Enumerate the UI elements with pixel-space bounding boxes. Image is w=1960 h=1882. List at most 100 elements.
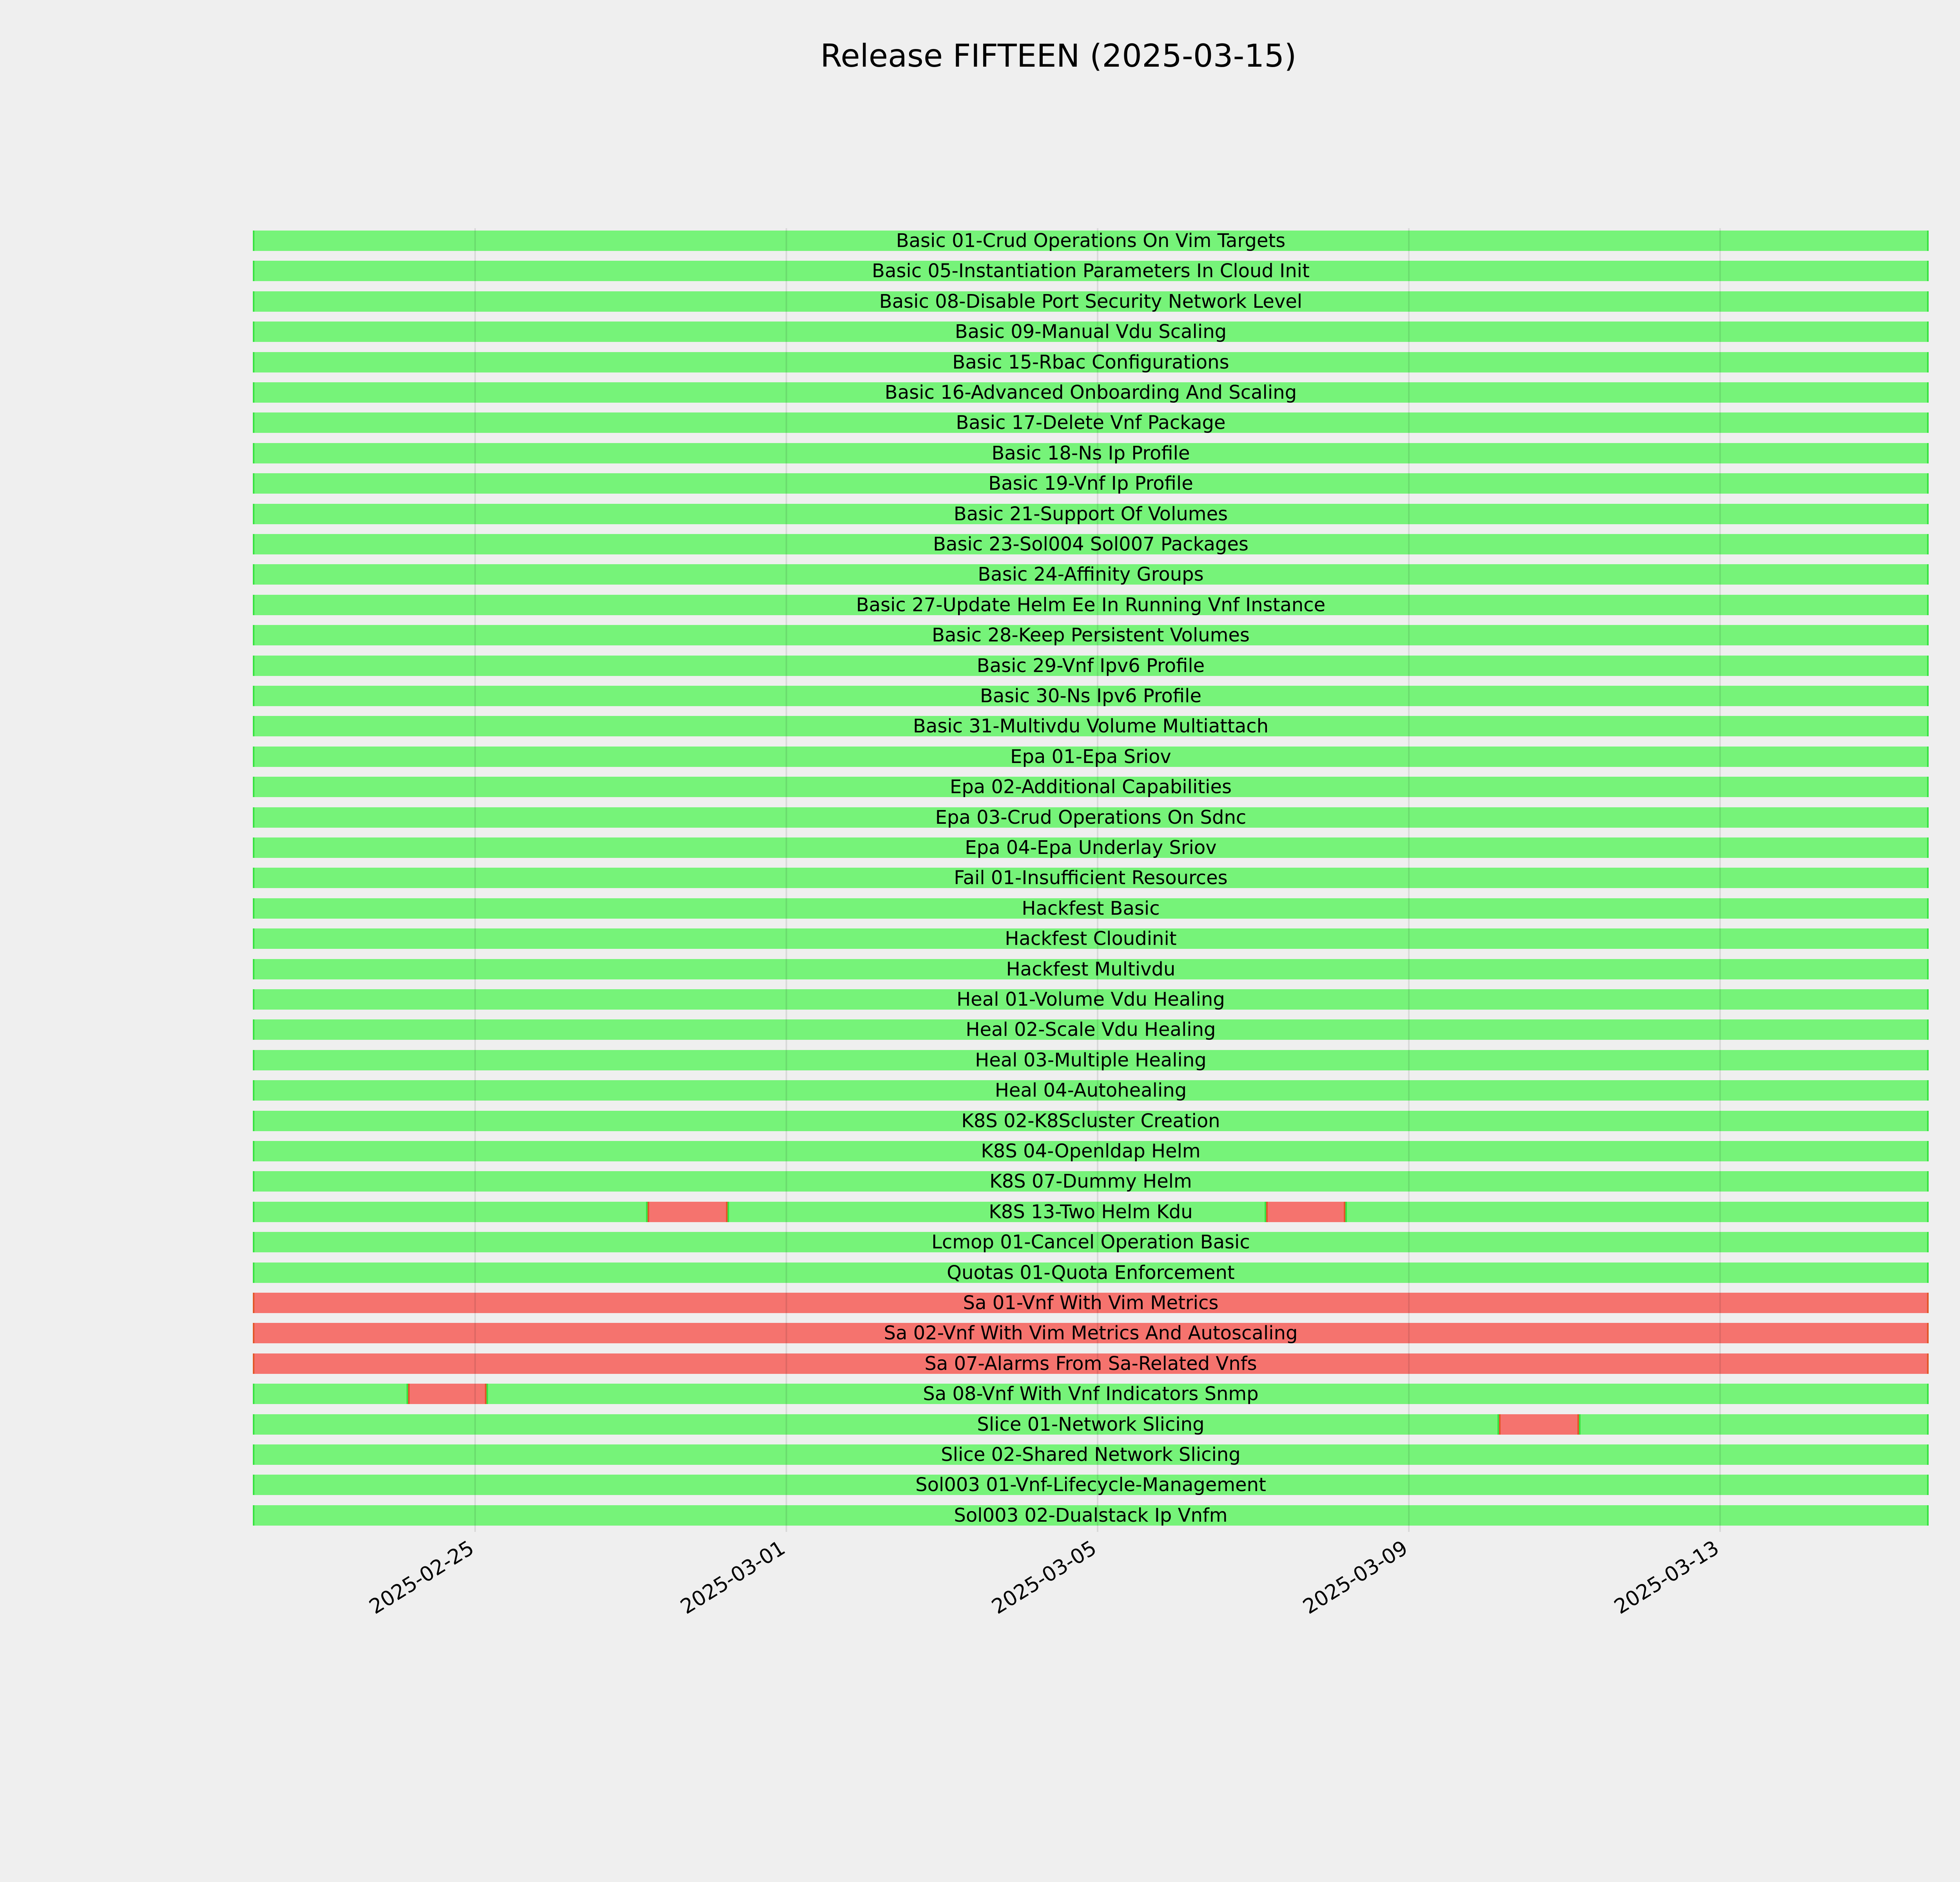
task-label: Heal 03-Multiple Healing: [975, 1049, 1207, 1071]
task-segment-fail: [408, 1384, 486, 1404]
task-segment-pass: [253, 746, 1929, 767]
task-label: Epa 04-Epa Underlay Sriov: [965, 837, 1217, 859]
task-segment-pass: [253, 1475, 1929, 1495]
task-label: Sa 07-Alarms From Sa-Related Vnfs: [924, 1352, 1257, 1375]
task-segment-pass: [253, 837, 1929, 858]
task-segment-pass: [253, 534, 1929, 554]
chart-title: Release FIFTEEN (2025-03-15): [820, 38, 1297, 74]
task-row: Sa 01-Vnf With Vim Metrics: [253, 1293, 1929, 1313]
task-row: Basic 21-Support Of Volumes: [253, 503, 1929, 525]
task-row: K8S 02-K8Scluster Creation: [253, 1110, 1929, 1131]
task-row: Basic 31-Multivdu Volume Multiattach: [253, 715, 1929, 738]
task-segment-pass: [253, 898, 1929, 919]
task-row: Sa 02-Vnf With Vim Metrics And Autoscali…: [253, 1322, 1929, 1344]
task-segment-pass: [253, 1141, 1929, 1161]
task-label: Basic 01-Crud Operations On Vim Targets: [896, 230, 1286, 252]
task-row: Sol003 01-Vnf-Lifecycle-Management: [253, 1475, 1929, 1495]
task-segment-pass: [253, 1080, 1929, 1101]
plot-area: Basic 01-Crud Operations On Vim Targets B…: [253, 228, 1929, 1532]
task-segment-pass: [253, 443, 1929, 463]
task-label: Fail 01-Insufficient Resources: [954, 867, 1228, 889]
gridline: [1719, 228, 1721, 1532]
task-segment-pass: [728, 1201, 1267, 1222]
task-row: Lcmop 01-Cancel Operation Basic: [253, 1231, 1929, 1253]
x-tick-label: 2025-02-25: [365, 1536, 478, 1619]
task-segment-pass: [253, 1201, 648, 1222]
task-label: Basic 23-Sol004 Sol007 Packages: [933, 533, 1249, 555]
task-row: Basic 27-Update Helm Ee In Running Vnf I…: [253, 594, 1929, 616]
task-label: Heal 01-Volume Vdu Healing: [956, 988, 1225, 1010]
task-row: Basic 23-Sol004 Sol007 Packages: [253, 533, 1929, 555]
task-row: Heal 02-Scale Vdu Healing: [253, 1019, 1929, 1040]
task-segment-pass: [253, 1444, 1929, 1465]
gridline: [786, 228, 788, 1532]
task-row: Basic 09-Manual Vdu Scaling: [253, 322, 1929, 342]
task-row: K8S 04-Openldap Helm: [253, 1140, 1929, 1162]
task-label: Slice 02-Shared Network Slicing: [941, 1444, 1241, 1466]
task-segment-pass: [253, 564, 1929, 585]
task-row: Epa 03-Crud Operations On Sdnc: [253, 807, 1929, 828]
task-segment-pass: [253, 807, 1929, 828]
task-label: Basic 18-Ns Ip Profile: [991, 442, 1190, 464]
task-segment-fail: [253, 1293, 1929, 1313]
gridline: [1408, 228, 1410, 1532]
task-label: Basic 08-Disable Port Security Network L…: [879, 290, 1303, 312]
task-row: Basic 17-Delete Vnf Package: [253, 412, 1929, 433]
task-label: K8S 07-Dummy Helm: [989, 1170, 1192, 1193]
task-row: Slice 02-Shared Network Slicing: [253, 1444, 1929, 1465]
task-row: K8S 13-Two Helm Kdu: [253, 1201, 1929, 1223]
task-row: Basic 16-Advanced Onboarding And Scaling: [253, 382, 1929, 403]
task-segment-pass: [253, 1050, 1929, 1070]
task-row: Basic 18-Ns Ip Profile: [253, 443, 1929, 463]
task-segment-pass: [253, 1262, 1929, 1283]
task-label: K8S 04-Openldap Helm: [981, 1140, 1201, 1162]
task-segment-pass: [253, 261, 1929, 282]
task-row: Basic 08-Disable Port Security Network L…: [253, 291, 1929, 312]
task-label: K8S 13-Two Helm Kdu: [989, 1201, 1193, 1223]
task-label: Sa 02-Vnf With Vim Metrics And Autoscali…: [884, 1322, 1298, 1344]
task-label: Hackfest Basic: [1022, 897, 1160, 919]
task-row: Basic 15-Rbac Configurations: [253, 352, 1929, 372]
task-label: Basic 24-Affinity Groups: [978, 563, 1204, 586]
task-segment-pass: [253, 503, 1929, 524]
task-segment-pass: [253, 655, 1929, 676]
task-segment-fail: [1499, 1414, 1579, 1435]
task-segment-pass: [253, 989, 1929, 1010]
task-row: Basic 30-Ns Ipv6 Profile: [253, 686, 1929, 707]
task-label: Basic 05-Instantiation Parameters In Clo…: [872, 260, 1310, 282]
task-segment-pass: [253, 382, 1929, 403]
task-segment-pass: [253, 868, 1929, 888]
task-label: Basic 31-Multivdu Volume Multiattach: [913, 715, 1269, 738]
task-segment-fail: [253, 1323, 1929, 1344]
task-row: Epa 01-Epa Sriov: [253, 746, 1929, 767]
task-label: Hackfest Cloudinit: [1005, 928, 1177, 950]
task-segment-fail: [648, 1201, 728, 1222]
task-segment-pass: [253, 777, 1929, 797]
task-row: Basic 29-Vnf Ipv6 Profile: [253, 655, 1929, 676]
task-label: Lcmop 01-Cancel Operation Basic: [931, 1231, 1250, 1253]
task-row: Basic 19-Vnf Ip Profile: [253, 473, 1929, 494]
task-segment-pass: [253, 1110, 1929, 1131]
task-label: Basic 09-Manual Vdu Scaling: [955, 321, 1227, 343]
task-row: Sa 07-Alarms From Sa-Related Vnfs: [253, 1353, 1929, 1374]
task-row: K8S 07-Dummy Helm: [253, 1171, 1929, 1192]
task-row: Sa 08-Vnf With Vnf Indicators Snmp: [253, 1384, 1929, 1404]
task-row: Epa 04-Epa Underlay Sriov: [253, 837, 1929, 858]
task-row: Hackfest Basic: [253, 898, 1929, 919]
task-row: Basic 24-Affinity Groups: [253, 564, 1929, 585]
task-label: Basic 28-Keep Persistent Volumes: [932, 624, 1250, 647]
task-label: Basic 21-Support Of Volumes: [953, 503, 1228, 525]
task-segment-pass: [253, 1505, 1929, 1526]
task-row: Fail 01-Insufficient Resources: [253, 868, 1929, 888]
gridline: [1097, 228, 1099, 1532]
task-label: Sol003 02-Dualstack Ip Vnfm: [954, 1504, 1228, 1526]
x-tick-label: 2025-03-01: [676, 1536, 789, 1619]
task-row: Basic 01-Crud Operations On Vim Targets: [253, 231, 1929, 251]
x-tick-label: 2025-03-09: [1299, 1536, 1412, 1619]
task-row: Heal 01-Volume Vdu Healing: [253, 989, 1929, 1010]
task-label: Basic 27-Update Helm Ee In Running Vnf I…: [856, 594, 1326, 616]
task-label: Epa 03-Crud Operations On Sdnc: [935, 806, 1247, 828]
task-segment-pass: [486, 1384, 1929, 1404]
task-segment-pass: [253, 291, 1929, 312]
